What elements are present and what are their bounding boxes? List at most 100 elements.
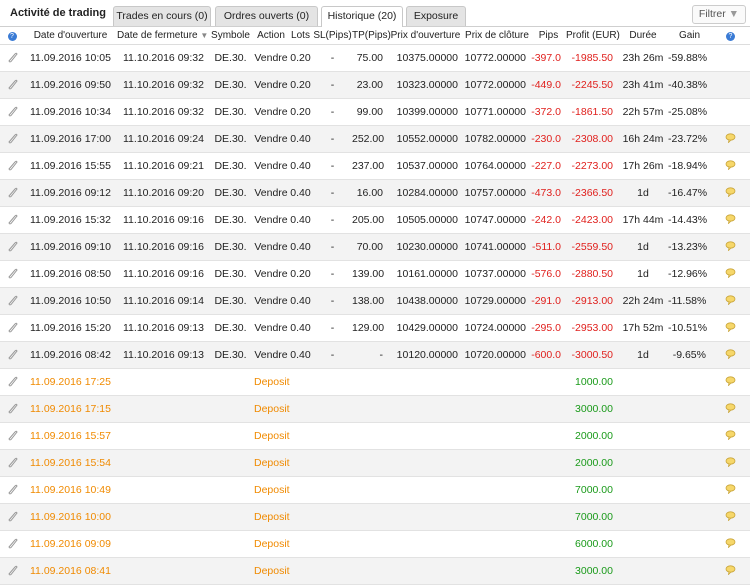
pips: -511.0 <box>531 233 566 261</box>
trade-row: 11.09.2016 08:50 11.10.2016 09:16 DE.30. Ve… <box>0 260 750 288</box>
comment-icon[interactable] <box>725 321 736 333</box>
blank <box>668 395 711 423</box>
blank <box>117 368 207 396</box>
lots: 0.40 <box>288 206 313 234</box>
comment-icon[interactable] <box>725 510 736 522</box>
trade-row: 11.09.2016 10:34 11.10.2016 09:32 DE.30. Ve… <box>0 98 750 126</box>
icon-cell <box>0 422 24 450</box>
tab[interactable]: Historique (20) <box>321 6 403 27</box>
pips: -473.0 <box>531 179 566 207</box>
filter-button[interactable]: Filtrer ▼ <box>692 5 746 24</box>
deposit-date: 11.09.2016 17:25 <box>24 368 117 396</box>
blank <box>313 557 352 585</box>
icon-cell <box>711 287 750 315</box>
tab[interactable]: Trades en cours (0) <box>113 6 211 26</box>
action: Vendre <box>254 152 288 180</box>
comment-icon[interactable] <box>725 564 736 576</box>
filter-label: Filtrer <box>698 8 726 20</box>
blank <box>207 503 254 531</box>
blank <box>618 530 668 558</box>
icon-cell <box>0 152 24 180</box>
tp: 139.00 <box>352 260 388 288</box>
comment-icon[interactable] <box>725 267 736 279</box>
blank <box>618 449 668 477</box>
open-price: 10375.00000 <box>388 44 463 72</box>
comment-icon[interactable] <box>725 537 736 549</box>
open-price: 10537.00000 <box>388 152 463 180</box>
duration: 23h 26m <box>618 44 668 72</box>
blank <box>668 422 711 450</box>
comment-icon[interactable] <box>725 213 736 225</box>
gain: -16.47% <box>668 179 711 207</box>
deposit-row: 11.09.2016 10:49 Deposit 7000.00 <box>0 476 750 504</box>
symbol: DE.30. <box>207 287 254 315</box>
comment-icon[interactable] <box>725 375 736 387</box>
action: Vendre <box>254 341 288 369</box>
icon-cell <box>711 530 750 558</box>
action: Vendre <box>254 44 288 72</box>
open-date: 11.09.2016 09:12 <box>24 179 117 207</box>
column-header: Durée <box>618 27 668 45</box>
gain: -9.65% <box>668 341 711 369</box>
comment-icon[interactable] <box>725 132 736 144</box>
tab[interactable]: Exposure <box>406 6 466 26</box>
column-header: Prix d'ouverture <box>388 27 463 45</box>
help-cell: ? <box>711 27 750 45</box>
blank <box>288 476 313 504</box>
icon-cell <box>711 233 750 261</box>
comment-icon[interactable] <box>725 348 736 360</box>
open-date: 11.09.2016 09:10 <box>24 233 117 261</box>
open-date: 11.09.2016 09:50 <box>24 71 117 99</box>
profit: -1985.50 <box>566 44 618 72</box>
profit: -2308.00 <box>566 125 618 153</box>
blank <box>288 422 313 450</box>
sl: - <box>313 341 352 369</box>
help-cell: ? <box>0 27 24 45</box>
close-price: 10757.00000 <box>463 179 531 207</box>
column-header: Symbole <box>207 27 254 45</box>
sl: - <box>313 152 352 180</box>
comment-icon[interactable] <box>725 159 736 171</box>
lots: 0.40 <box>288 179 313 207</box>
trade-row: 11.09.2016 10:50 11.10.2016 09:14 DE.30. Ve… <box>0 287 750 315</box>
comment-icon[interactable] <box>725 483 736 495</box>
blank <box>463 449 531 477</box>
open-price: 10429.00000 <box>388 314 463 342</box>
deposit-amount: 1000.00 <box>566 368 618 396</box>
help-icon[interactable]: ? <box>726 32 735 41</box>
deposit-row: 11.09.2016 09:09 Deposit 6000.00 <box>0 530 750 558</box>
symbol: DE.30. <box>207 152 254 180</box>
tab-bar: Activité de trading Trades en cours (0) … <box>0 0 750 27</box>
close-price: 10772.00000 <box>463 44 531 72</box>
comment-icon[interactable] <box>725 186 736 198</box>
deposit-action: Deposit <box>254 422 290 450</box>
attach-icon <box>8 376 18 386</box>
lots: 0.40 <box>288 287 313 315</box>
blank <box>352 449 388 477</box>
icon-cell <box>711 179 750 207</box>
column-header: SL(Pips) <box>313 27 352 45</box>
blank <box>288 368 313 396</box>
history-table: ? Date d'ouverture Date de fermeture ▼ Symb… <box>0 27 750 585</box>
close-date: 11.10.2016 09:13 <box>117 341 207 369</box>
profit: -2559.50 <box>566 233 618 261</box>
icon-cell <box>0 557 24 585</box>
help-icon[interactable]: ? <box>7 32 17 41</box>
symbol: DE.30. <box>207 179 254 207</box>
icon-cell <box>0 368 24 396</box>
close-date: 11.10.2016 09:32 <box>117 44 207 72</box>
deposit-amount: 2000.00 <box>566 449 618 477</box>
symbol: DE.30. <box>207 260 254 288</box>
comment-icon[interactable] <box>725 402 736 414</box>
duration: 17h 52m <box>618 314 668 342</box>
profit: -2245.50 <box>566 71 618 99</box>
comment-icon[interactable] <box>725 294 736 306</box>
tab[interactable]: Ordres ouverts (0) <box>215 6 318 26</box>
comment-icon[interactable] <box>725 240 736 252</box>
column-header[interactable]: Date de fermeture ▼ <box>117 27 208 45</box>
comment-icon[interactable] <box>725 429 736 441</box>
comment-icon[interactable] <box>725 456 736 468</box>
open-price: 10161.00000 <box>388 260 463 288</box>
symbol: DE.30. <box>207 314 254 342</box>
action: Vendre <box>254 98 288 126</box>
